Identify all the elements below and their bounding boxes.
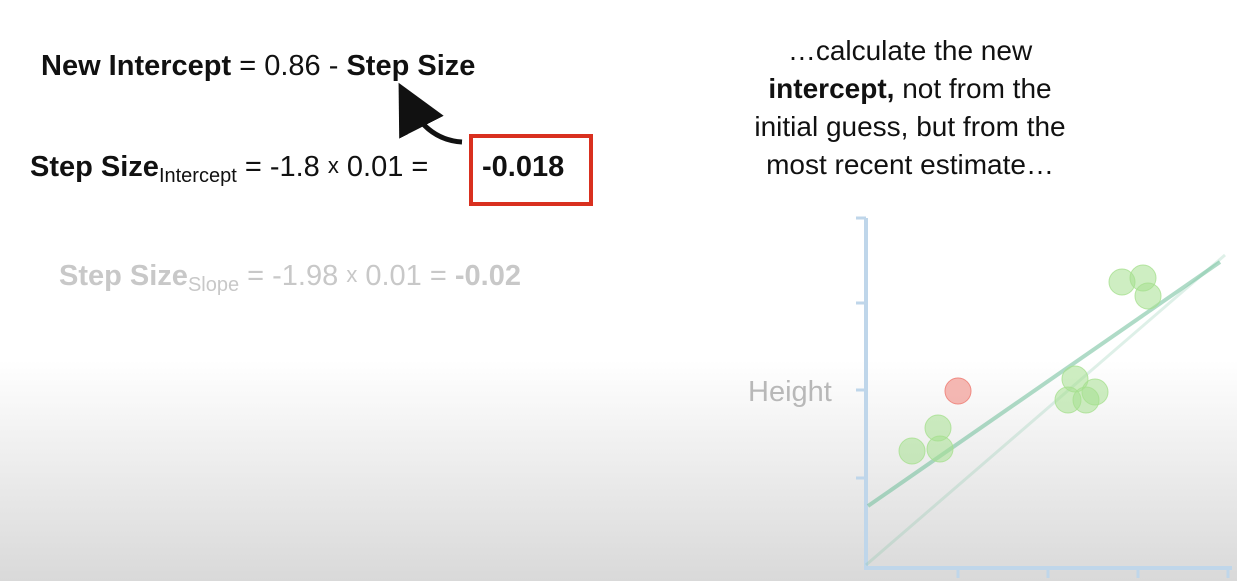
- new-intercept-label: New Intercept: [41, 50, 232, 82]
- highlighted-point: [944, 377, 972, 405]
- data-point: [926, 435, 954, 463]
- slope-times-sign: x: [346, 262, 358, 287]
- step-size-slope-equation: Step SizeSlope = -1.98 x 0.01 = -0.02: [59, 260, 521, 296]
- caption-line-2-rest: not from the: [894, 73, 1052, 104]
- plot-axes: [856, 216, 1232, 578]
- curved-arrow-icon: [398, 82, 463, 145]
- y-axis-label: Height: [748, 376, 832, 408]
- data-points: [898, 264, 1162, 465]
- data-point: [1072, 386, 1100, 414]
- caption-bold-word: intercept,: [768, 73, 895, 104]
- caption: …calculate the new intercept, not from t…: [700, 32, 1120, 184]
- intercept-learning-rate-part: 0.01 =: [338, 151, 429, 183]
- intercept-times-sign: x: [327, 153, 339, 178]
- slope-subscript: Slope: [187, 274, 240, 296]
- intercept-derivative-part: = -1.8: [236, 151, 328, 183]
- caption-line-1: …calculate the new: [787, 35, 1033, 66]
- fit-lines: [865, 253, 1226, 567]
- new-intercept-equation: New Intercept = 0.86 - Step Size: [41, 50, 475, 83]
- step-size-intercept-label: Step Size: [30, 151, 159, 183]
- slope-derivative-part: = -1.98: [239, 260, 347, 292]
- intercept-subscript: Intercept: [158, 165, 237, 187]
- data-point: [1134, 282, 1162, 310]
- step-size-slope-result: -0.02: [454, 260, 521, 292]
- step-size-intercept-equation: Step SizeIntercept = -1.8 x 0.01 =: [30, 151, 429, 187]
- caption-line-2: intercept, not from the: [700, 70, 1120, 108]
- step-size-slope-label: Step Size: [59, 260, 188, 292]
- step-size-term: Step Size: [346, 50, 476, 82]
- step-size-intercept-result: -0.018: [482, 151, 565, 183]
- initial-fit-line: [865, 253, 1226, 567]
- slope-learning-rate-part: 0.01 =: [357, 260, 455, 292]
- current-fit-line: [866, 260, 1222, 508]
- data-point: [898, 437, 926, 465]
- caption-line-3: initial guess, but from the: [754, 111, 1066, 142]
- highlight-box: [469, 134, 593, 206]
- caption-line-4: most recent estimate…: [766, 149, 1054, 180]
- new-intercept-operator: = 0.86 -: [239, 50, 339, 82]
